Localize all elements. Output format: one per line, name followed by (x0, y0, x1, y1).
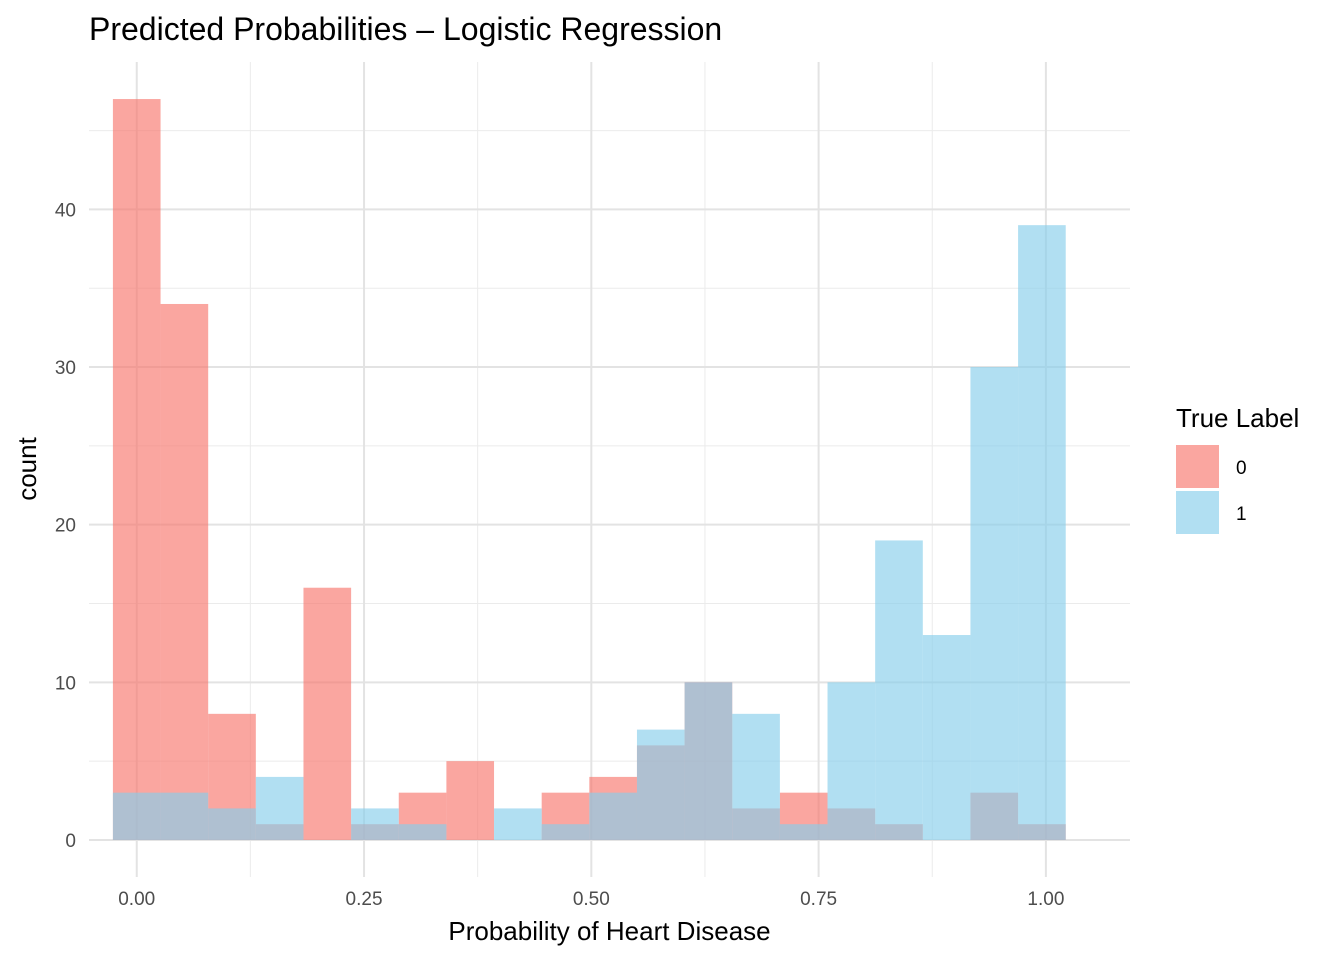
y-axis-ticks: 0 10 20 30 40 (55, 200, 76, 852)
bar-label-1 (589, 792, 637, 840)
bar-label-1 (827, 682, 876, 840)
bar-label-1 (398, 824, 447, 840)
chart-title: Predicted Probabilities – Logistic Regre… (89, 11, 722, 47)
bar-label-1 (684, 682, 733, 840)
y-tick-label: 10 (55, 673, 76, 694)
x-tick-label: 1.00 (1027, 889, 1064, 910)
y-tick-label: 30 (55, 358, 76, 379)
x-tick-label: 0.75 (800, 889, 837, 910)
histogram-bars (112, 99, 1066, 840)
bar-label-1 (875, 540, 923, 840)
y-axis-label: count (12, 436, 42, 500)
bar-label-1 (112, 792, 161, 840)
bar-label-0 (112, 99, 161, 840)
bar-label-0 (160, 303, 209, 840)
bar-label-1 (494, 808, 542, 840)
bar-label-1 (1018, 225, 1066, 840)
bar-label-1 (732, 713, 780, 840)
bar-label-0 (446, 761, 495, 840)
bar-label-1 (636, 729, 685, 840)
legend-label-1: 1 (1236, 504, 1247, 525)
legend-key-0 (1176, 445, 1219, 488)
bar-label-1 (208, 808, 256, 840)
legend-label-0: 0 (1236, 458, 1247, 479)
y-tick-label: 0 (65, 831, 76, 852)
x-tick-label: 0.25 (346, 889, 383, 910)
bar-label-1 (922, 635, 971, 840)
legend-key-1 (1176, 491, 1219, 534)
legend-title: True Label (1176, 403, 1299, 433)
bar-label-1 (970, 367, 1019, 840)
x-tick-label: 0.50 (573, 889, 610, 910)
x-tick-label: 0.00 (118, 889, 155, 910)
y-tick-label: 20 (55, 516, 76, 537)
legend: True Label 0 1 (1176, 403, 1299, 534)
bar-label-1 (255, 776, 304, 840)
bar-label-1 (351, 808, 399, 840)
y-tick-label: 40 (55, 200, 76, 221)
bar-label-0 (303, 587, 352, 840)
bar-label-1 (779, 824, 828, 840)
x-axis-ticks: 0.00 0.25 0.50 0.75 1.00 (118, 889, 1064, 910)
x-axis-label: Probability of Heart Disease (448, 916, 770, 946)
bar-label-1 (541, 824, 590, 840)
bar-label-1 (160, 792, 209, 840)
